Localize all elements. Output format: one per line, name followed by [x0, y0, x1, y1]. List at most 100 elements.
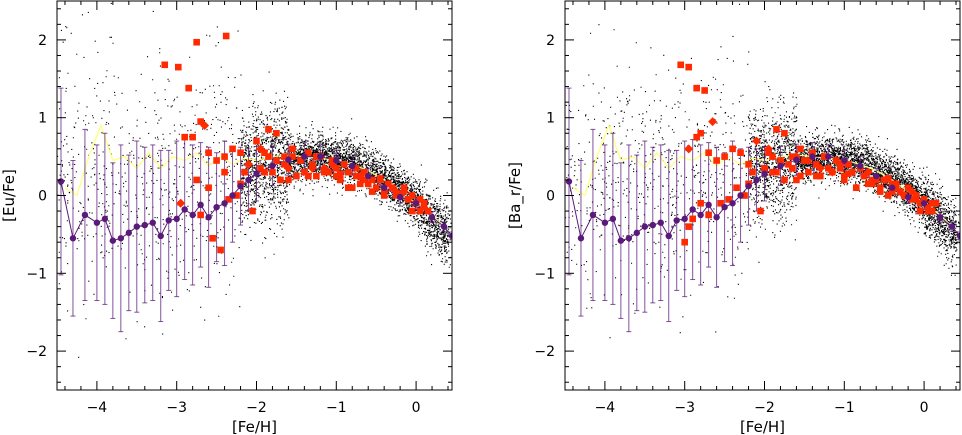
observation-point: [301, 168, 308, 176]
mean-point: [609, 215, 617, 223]
observation-point: [689, 215, 696, 223]
observation-point: [749, 168, 756, 176]
observation-point: [205, 149, 212, 157]
observation-point: [404, 196, 412, 203]
observation-point: [880, 176, 888, 184]
mean-point: [657, 219, 664, 226]
observation-point: [360, 176, 368, 184]
observation-point: [725, 196, 732, 203]
model-cloud-points: [565, 3, 960, 339]
mean-point: [69, 235, 77, 242]
observation-point: [912, 192, 920, 199]
observation-point: [344, 184, 352, 192]
mean-point: [317, 153, 324, 160]
mean-point: [57, 178, 65, 185]
observation-point: [408, 207, 416, 215]
y-tick-label: 2: [38, 33, 47, 49]
observation-point: [907, 187, 917, 197]
mean-point: [173, 215, 180, 223]
observation-point: [229, 145, 236, 153]
observation-point: [281, 161, 288, 168]
observation-point: [193, 38, 200, 46]
observation-point: [888, 180, 896, 188]
observations: [161, 32, 432, 254]
mean-point: [565, 178, 573, 185]
observation-point: [840, 176, 848, 184]
mean-point: [625, 235, 633, 242]
mean-point: [649, 221, 656, 229]
y-tick-label: 1: [38, 111, 47, 127]
observation-point: [255, 144, 265, 154]
mean-markers: [57, 153, 452, 244]
observation-point: [313, 172, 320, 180]
observation-point: [197, 211, 204, 219]
observation-point: [221, 168, 228, 176]
observation-point: [860, 172, 868, 180]
observation-point: [809, 149, 816, 157]
observation-point: [352, 164, 360, 172]
observation-point: [289, 153, 296, 160]
observation-point: [297, 157, 304, 164]
observation-point: [693, 84, 700, 92]
mean-point: [729, 200, 736, 207]
observation-point: [677, 61, 685, 69]
observation-point: [261, 149, 268, 157]
mean-point: [753, 176, 760, 184]
model-cloud: [565, 3, 960, 339]
observation-point: [701, 87, 708, 94]
observation-point: [189, 133, 196, 141]
chart-panel-eu: −4 −3 −2 −1 0 [Fe/H] −2 −1 0 1 2 [Eu/Fe]: [0, 0, 453, 435]
observation-point: [868, 176, 876, 184]
observation-point: [416, 207, 424, 215]
mean-point: [809, 153, 816, 160]
mean-point: [841, 157, 848, 164]
observation-point: [916, 207, 924, 215]
mean-point: [380, 184, 388, 191]
observation-point: [705, 149, 712, 157]
plot-area: [57, 2, 452, 358]
x-tick-label: −2: [754, 400, 775, 416]
observation-point: [360, 168, 368, 176]
mean-point: [221, 200, 228, 207]
mean-point: [237, 182, 244, 190]
x-tick-label: 0: [412, 400, 421, 416]
observation-point: [912, 196, 920, 203]
observation-point: [420, 203, 428, 211]
observation-point: [781, 176, 788, 184]
observation-point: [797, 145, 804, 153]
mean-point: [109, 237, 117, 244]
mean-point: [956, 232, 960, 240]
observation-point: [321, 168, 328, 176]
mean-markers: [565, 153, 960, 244]
observation-point: [368, 188, 376, 195]
observation-point: [757, 207, 764, 215]
mean-point: [577, 235, 585, 242]
x-tick-label: −1: [834, 400, 855, 416]
observation-point: [222, 32, 230, 40]
mean-point: [589, 211, 597, 219]
observation-point: [884, 192, 892, 199]
observation-point: [708, 117, 718, 127]
mean-point: [149, 219, 156, 226]
y-axis-label: [Eu/Fe]: [0, 169, 18, 222]
mean-point: [440, 223, 448, 230]
observation-point: [864, 180, 872, 188]
mean-point: [165, 217, 172, 224]
mean-point: [229, 192, 236, 199]
observation-point: [805, 168, 812, 176]
mean-point: [285, 156, 292, 163]
observation-point: [705, 211, 712, 219]
observation-point: [225, 196, 232, 203]
observation-point: [221, 153, 228, 160]
observation-point: [285, 176, 292, 184]
observation-point: [376, 175, 384, 182]
y-tick-label: 0: [546, 189, 555, 205]
y-tick-label: −2: [534, 344, 555, 360]
observation-point: [815, 163, 825, 173]
observation-point: [213, 157, 220, 164]
observation-point: [904, 184, 912, 192]
observation-point: [789, 164, 796, 172]
observation-point: [273, 157, 280, 164]
observation-point: [844, 161, 852, 168]
observation-point: [384, 180, 392, 188]
